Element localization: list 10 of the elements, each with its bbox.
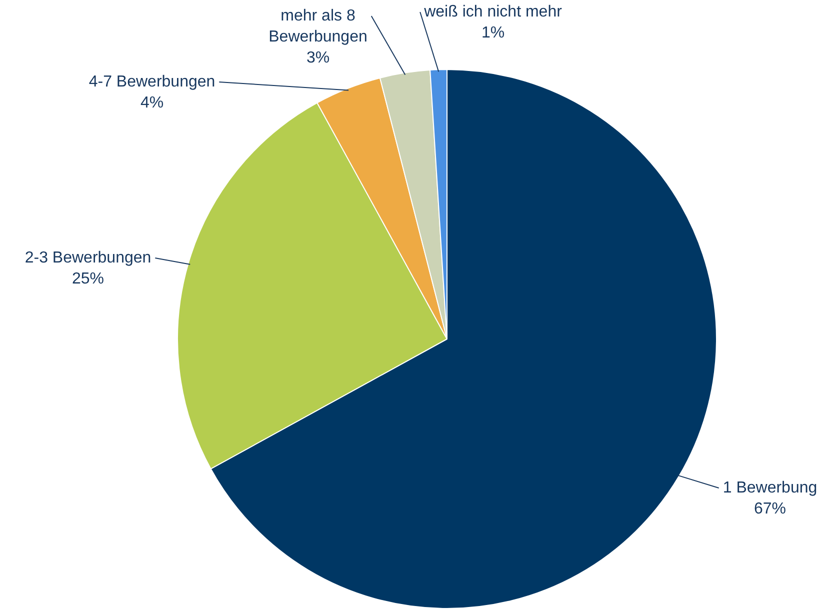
data-label: 4% <box>140 94 164 112</box>
data-label: 1% <box>481 24 505 42</box>
slice-label: 4-7 Bewerbungen <box>88 73 216 90</box>
slice-label: 1 Bewerbung <box>722 479 818 496</box>
slice-label: 2-3 Bewerbungen <box>24 249 152 266</box>
data-label: 3% <box>306 49 330 66</box>
slice-label: weiß ich nicht mehr <box>423 3 563 20</box>
data-label: 67% <box>754 500 786 518</box>
slice-label: mehr als 8 Bewerbungen <box>268 7 368 46</box>
data-label: 25% <box>72 270 104 288</box>
